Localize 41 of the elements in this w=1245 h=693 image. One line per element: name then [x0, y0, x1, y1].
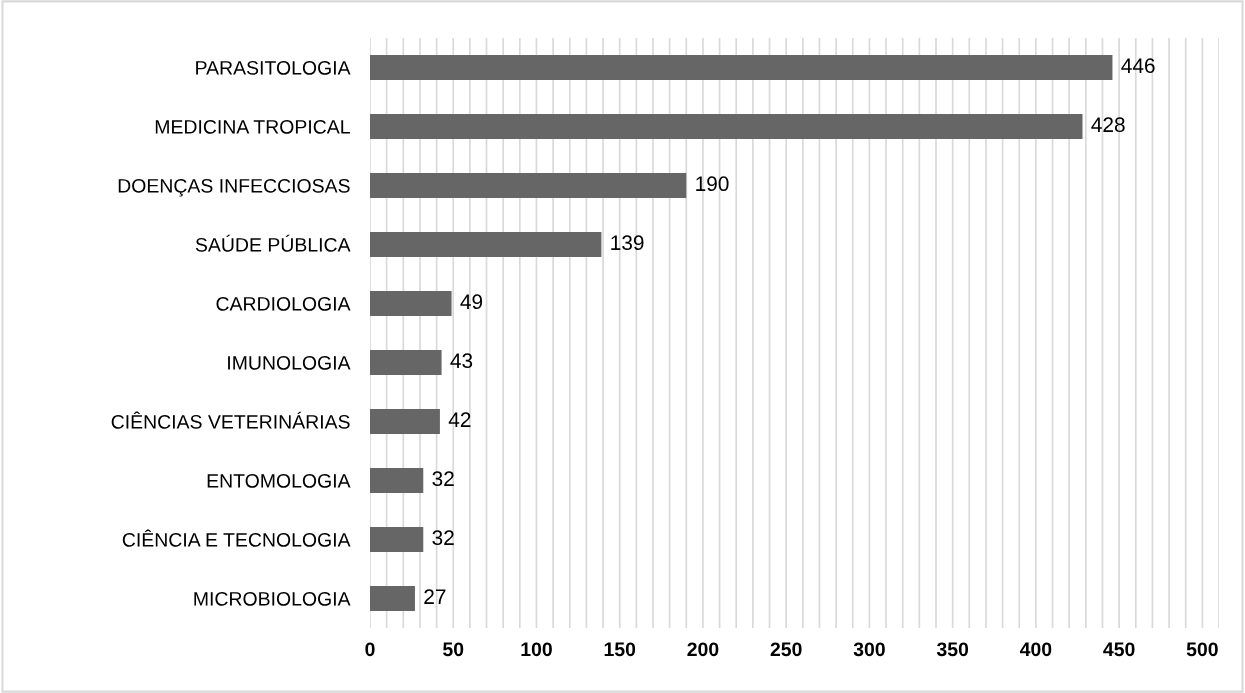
x-tick-label: 300	[853, 642, 885, 657]
x-tick-label: 100	[521, 642, 552, 657]
bar	[370, 350, 442, 375]
data-label: 49	[460, 294, 483, 310]
data-label: 428	[1091, 117, 1125, 133]
x-tick-label: 200	[687, 642, 719, 657]
x-tick-label: 500	[1186, 642, 1218, 657]
bar	[370, 409, 440, 434]
data-label: 446	[1121, 58, 1155, 74]
data-label: 190	[696, 176, 729, 192]
bar	[370, 114, 1083, 139]
x-tick-label: 0	[365, 642, 375, 657]
bar	[370, 586, 415, 611]
y-tick-label: DOENÇAS INFECCIOSAS	[118, 178, 350, 197]
data-label: 27	[424, 589, 446, 604]
data-label: 32	[432, 471, 454, 487]
data-label: 139	[611, 235, 644, 251]
x-tick-label: 350	[936, 642, 969, 657]
y-tick-label: SAÚDE PÚBLICA	[195, 234, 351, 252]
data-label: 43	[450, 353, 473, 369]
bar	[370, 468, 424, 493]
y-tick-label: MICROBIOLOGIA	[194, 591, 351, 606]
y-tick-label: CIÊNCIA E TECNOLOGIA	[122, 529, 351, 547]
bar	[370, 527, 424, 552]
y-tick-label: CIÊNCIAS VETERINÁRIAS	[111, 411, 350, 429]
y-tick-label: PARASITOLOGIA	[196, 60, 351, 75]
x-tick-label: 400	[1019, 642, 1052, 657]
y-tick-label: IMUNOLOGIA	[228, 355, 351, 370]
data-label: 42	[448, 412, 471, 427]
bar	[370, 55, 1113, 80]
x-tick-label: 450	[1103, 642, 1135, 657]
bar	[370, 232, 602, 257]
data-label: 32	[432, 530, 454, 546]
x-tick-label: 250	[770, 642, 802, 657]
y-tick-label: CARDIOLOGIA	[216, 296, 351, 311]
y-tick-label: MEDICINA TROPICAL	[155, 119, 350, 134]
x-tick-label: 150	[604, 642, 636, 657]
bar	[370, 173, 687, 198]
bar	[370, 291, 452, 316]
x-tick-label: 50	[443, 642, 464, 657]
y-tick-label: ENTOMOLOGIA	[207, 473, 351, 488]
